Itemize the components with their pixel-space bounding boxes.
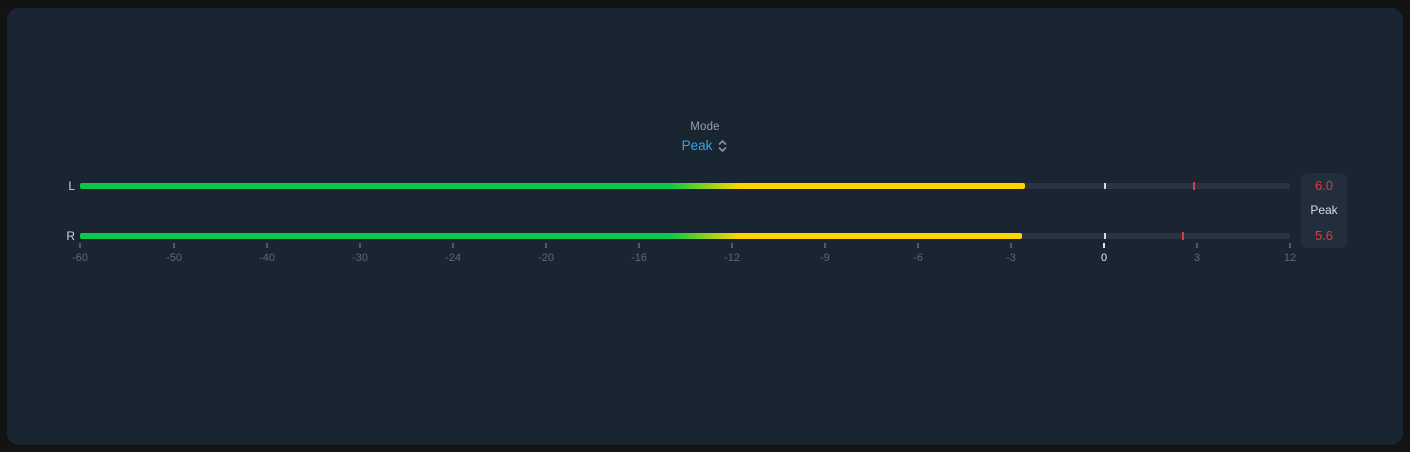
scale-tick-label: -6 xyxy=(913,252,923,264)
meter-row-l: L xyxy=(47,175,1290,197)
scale-tick xyxy=(545,243,547,248)
scale-tick-label: -40 xyxy=(259,252,275,264)
scale-tick-label: -50 xyxy=(166,252,182,264)
meter-fill xyxy=(80,233,1022,239)
peak-readout: 6.0 Peak 5.6 xyxy=(1301,173,1347,248)
scale-tick-label: -9 xyxy=(820,252,830,264)
scale-tick-label: -16 xyxy=(631,252,647,264)
scale-tick-label: -12 xyxy=(724,252,740,264)
scale-tick xyxy=(359,243,361,248)
db-scale: -60 -50 -40 -30 -24 -20 -16 -12 -9 -6 -3 0 3 12 xyxy=(72,242,1296,270)
zero-db-tick xyxy=(1104,233,1106,239)
scale-tick xyxy=(917,243,919,248)
scale-tick xyxy=(1010,243,1012,248)
peak-hold-marker xyxy=(1182,232,1184,240)
scale-tick xyxy=(731,243,733,248)
scale-tick-label: 12 xyxy=(1283,252,1297,264)
scale-tick xyxy=(1103,243,1105,248)
mode-control: Mode Peak xyxy=(7,121,1403,155)
scale-tick-label: -20 xyxy=(538,252,554,264)
scale-tick xyxy=(173,243,175,248)
meter-fill xyxy=(80,183,1025,189)
scale-tick-label: 3 xyxy=(1193,252,1201,264)
peak-hold-marker xyxy=(1193,182,1195,190)
mode-dropdown[interactable]: Peak xyxy=(682,138,729,153)
scale-tick-label: 0 xyxy=(1100,252,1108,264)
mode-dropdown-value: Peak xyxy=(681,138,713,153)
scale-tick-label: -24 xyxy=(445,252,461,264)
scale-tick xyxy=(266,243,268,248)
zero-db-tick xyxy=(1104,183,1106,189)
scale-tick-label: -30 xyxy=(352,252,368,264)
meter-track xyxy=(80,182,1290,190)
channel-label: R xyxy=(66,229,75,243)
peak-readout-right-value: 5.6 xyxy=(1314,228,1334,243)
mode-label: Mode xyxy=(690,121,720,133)
chevron-up-down-icon xyxy=(719,139,727,152)
scale-tick xyxy=(1196,243,1198,248)
peak-readout-left-value: 6.0 xyxy=(1314,178,1334,193)
scale-tick xyxy=(638,243,640,248)
meter-track xyxy=(80,232,1290,240)
scale-tick xyxy=(79,243,81,248)
scale-tick xyxy=(1289,243,1291,248)
scale-tick-label: -60 xyxy=(72,252,88,264)
peak-readout-label: Peak xyxy=(1310,203,1338,217)
scale-tick-label: -3 xyxy=(1006,252,1016,264)
channel-label: L xyxy=(68,179,75,193)
scale-tick xyxy=(452,243,454,248)
scale-tick xyxy=(824,243,826,248)
meter-row-r: R xyxy=(47,225,1290,247)
